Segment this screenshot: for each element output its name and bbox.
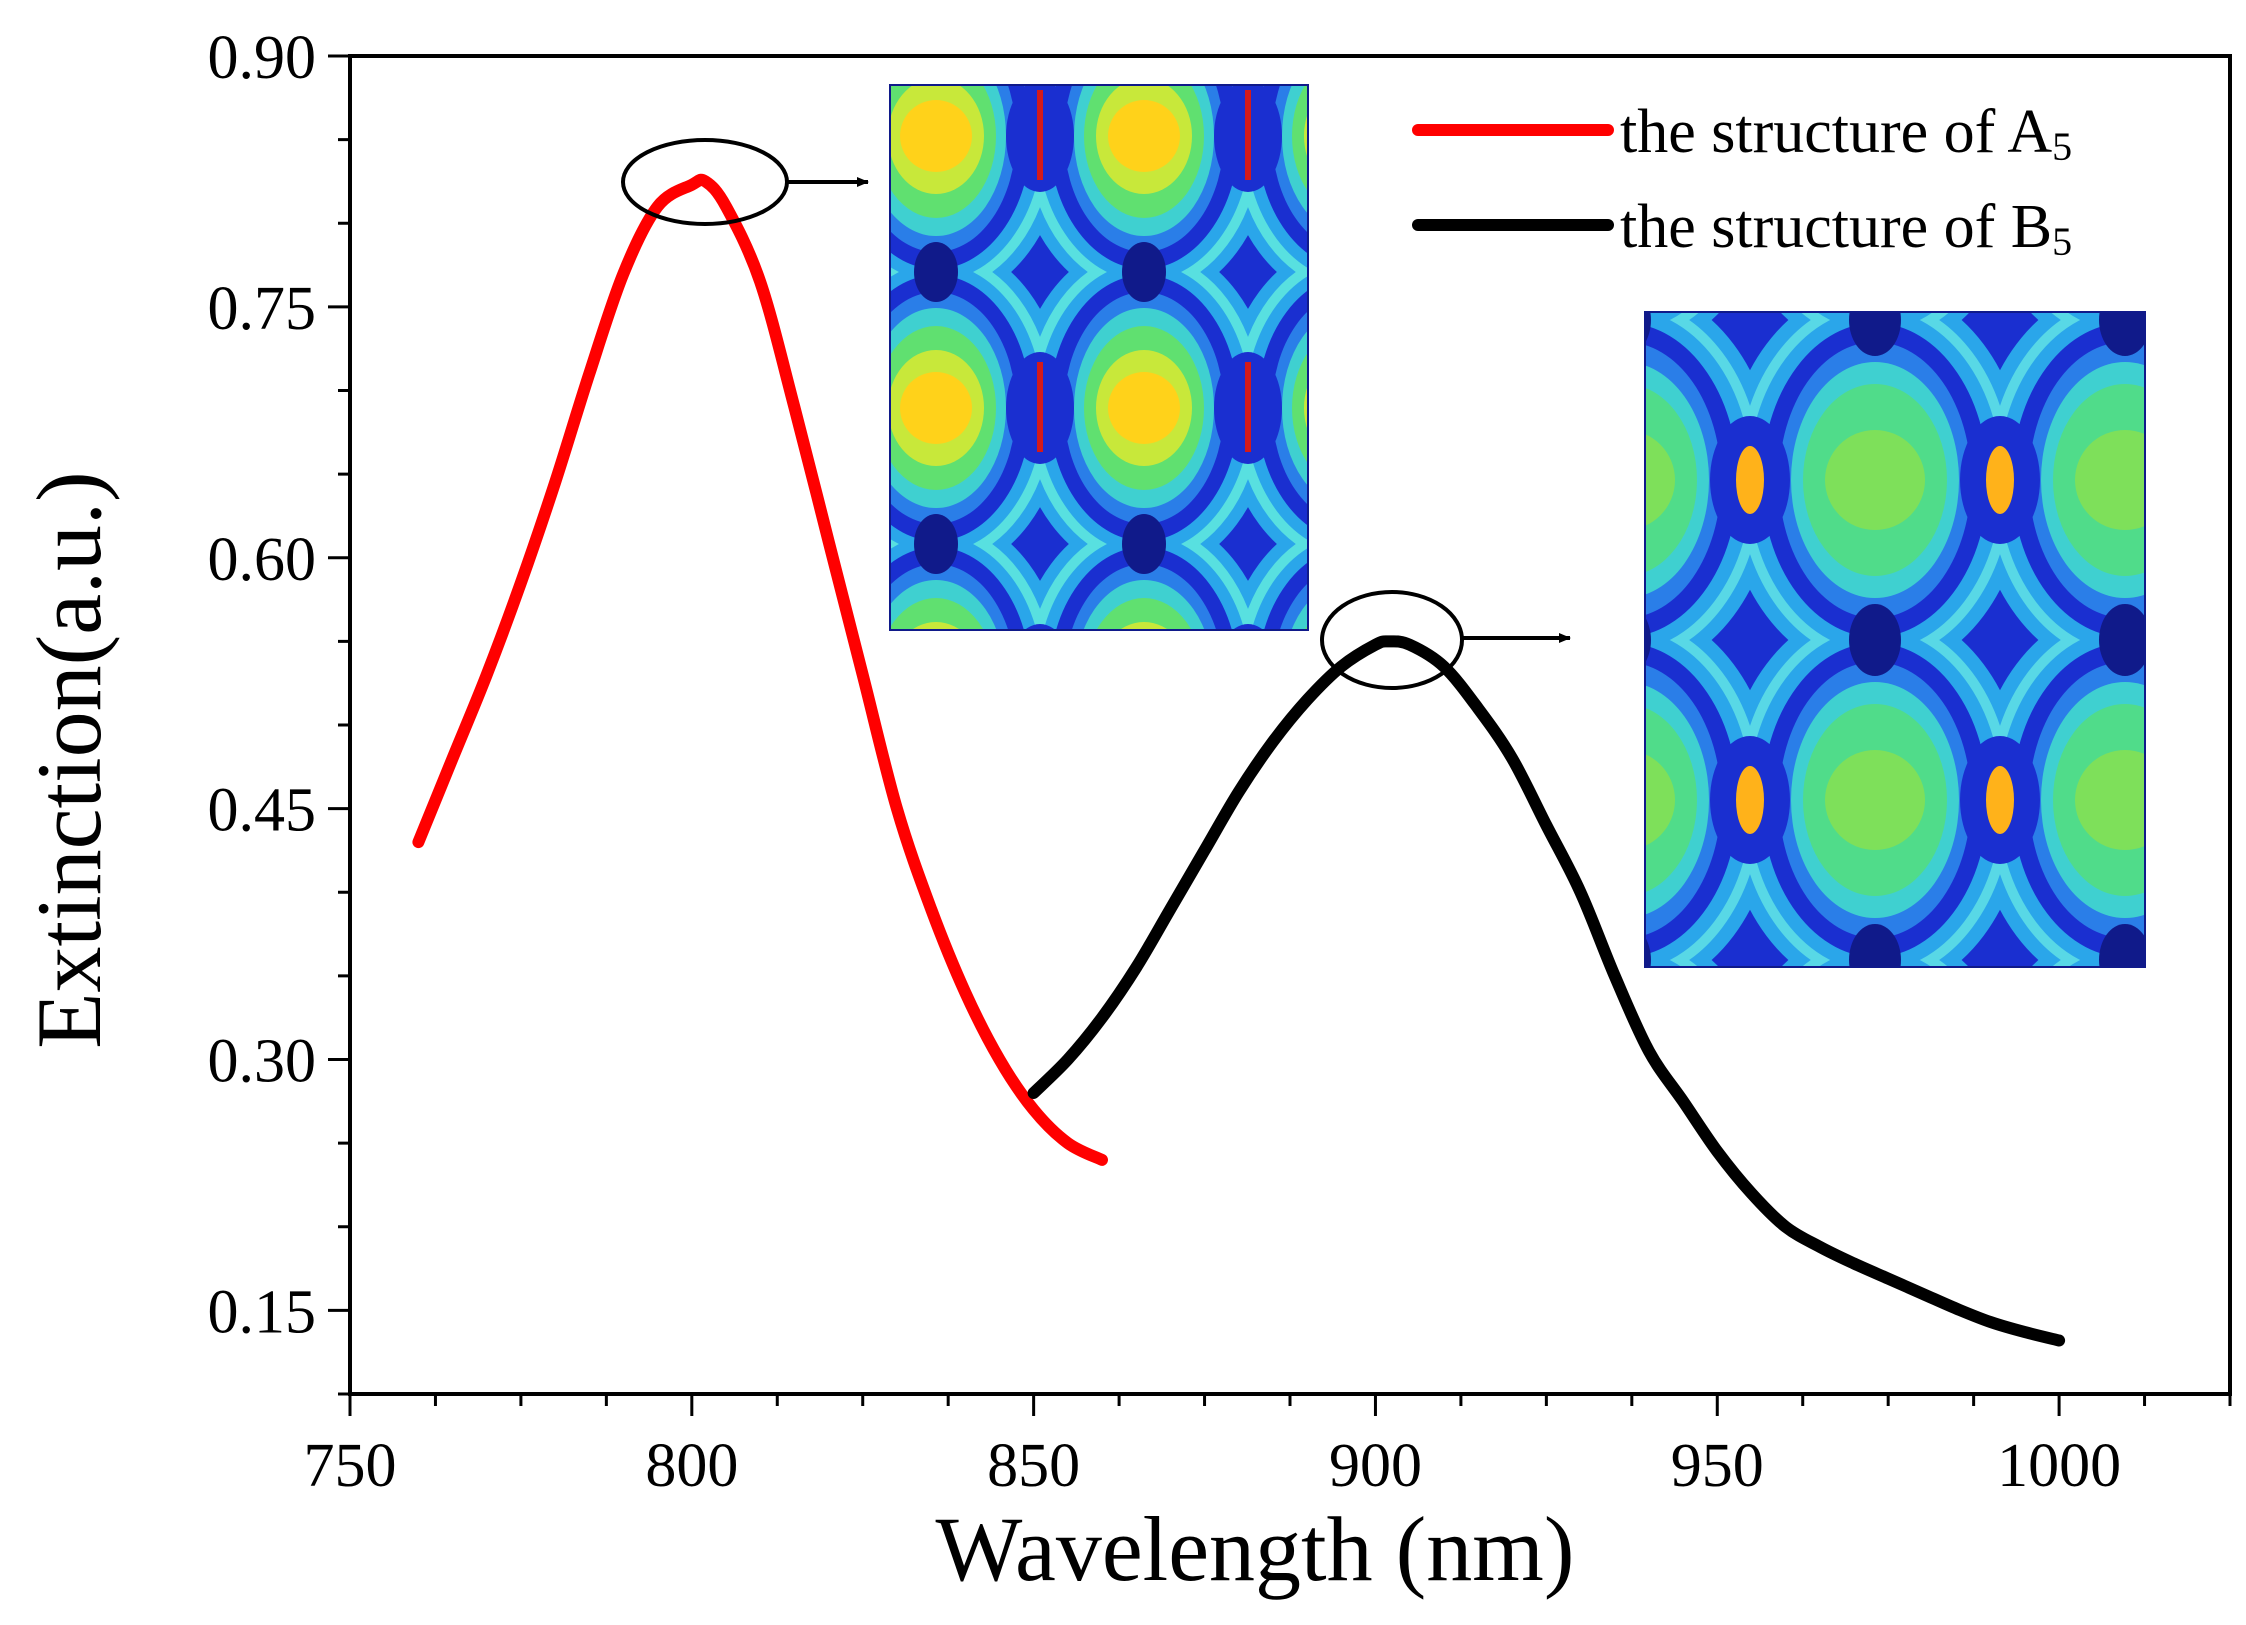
y-tick-label: 0.90: [208, 24, 317, 92]
y-tick-label: 0.75: [208, 275, 317, 343]
annotation-a5: [621, 138, 869, 226]
annotation-b5: [1320, 590, 1571, 690]
x-tick-label: 950: [1671, 1432, 1764, 1500]
legend: the structure of A5 the structure of B5: [1412, 98, 2072, 264]
x-tick-label: 750: [304, 1432, 397, 1500]
legend-label-b5-sub: 5: [2052, 219, 2072, 264]
inset-b5: [1644, 311, 2146, 968]
y-axis-ticks: [328, 54, 350, 1396]
y-tick-label: 0.15: [208, 1278, 317, 1346]
series-layer: [412, 173, 2066, 1347]
y-tick-label: 0.30: [208, 1028, 317, 1096]
x-axis-tick-labels: 750 800 850 900 950 1000: [304, 1432, 2122, 1500]
inset-a5: [889, 84, 1309, 631]
x-tick-label: 850: [987, 1432, 1080, 1500]
series-line-a5: [412, 173, 1108, 1166]
x-axis-ticks: [348, 1394, 2232, 1416]
legend-label-a5-main: the structure of A: [1620, 98, 2052, 166]
series-line-b5: [1027, 635, 2066, 1347]
legend-label-a5: the structure of A5: [1620, 98, 2072, 169]
x-tick-label: 1000: [1997, 1432, 2121, 1500]
y-axis-tick-labels: 0.15 0.30 0.45 0.60 0.75 0.90: [208, 24, 317, 1346]
legend-label-b5-main: the structure of B: [1620, 193, 2052, 261]
x-axis-title: Wavelength (nm): [936, 1498, 1575, 1600]
legend-label-a5-sub: 5: [2052, 124, 2072, 169]
legend-label-b5: the structure of B5: [1620, 193, 2072, 264]
x-tick-label: 800: [645, 1432, 738, 1500]
y-tick-label: 0.60: [208, 526, 317, 594]
y-axis-title: Extinction(a.u.): [18, 471, 120, 1048]
x-tick-label: 900: [1329, 1432, 1422, 1500]
y-tick-label: 0.45: [208, 777, 317, 845]
